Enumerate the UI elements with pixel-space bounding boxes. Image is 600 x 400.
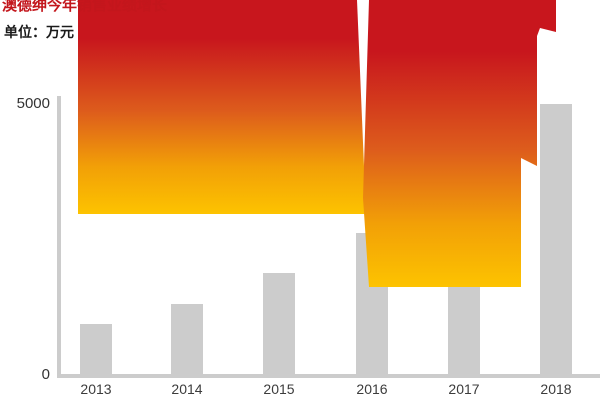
bar-2015[interactable]	[263, 273, 295, 376]
y-axis-line	[57, 96, 61, 378]
x-axis-tick-2018: 2018	[540, 381, 572, 397]
y-axis-tick-0: 0	[41, 366, 50, 383]
x-axis-line	[57, 374, 600, 378]
bar-2014[interactable]	[171, 304, 203, 376]
x-axis-tick-2015: 2015	[263, 381, 295, 397]
page-title: 澳德绅今年销售业绩增长	[2, 0, 168, 14]
bar-2018[interactable]	[540, 104, 572, 376]
bar-2013[interactable]	[80, 324, 112, 376]
x-axis-tick-2013: 2013	[80, 381, 112, 397]
bar-2017[interactable]	[448, 177, 480, 376]
x-axis-tick-2014: 2014	[171, 381, 203, 397]
x-axis-tick-2017: 2017	[448, 381, 480, 397]
chart-unit-label: 单位：万元	[4, 24, 74, 40]
y-axis-tick-5000: 5000	[16, 95, 50, 112]
x-axis-tick-2016: 2016	[356, 381, 388, 397]
bar-2016[interactable]	[356, 233, 388, 376]
